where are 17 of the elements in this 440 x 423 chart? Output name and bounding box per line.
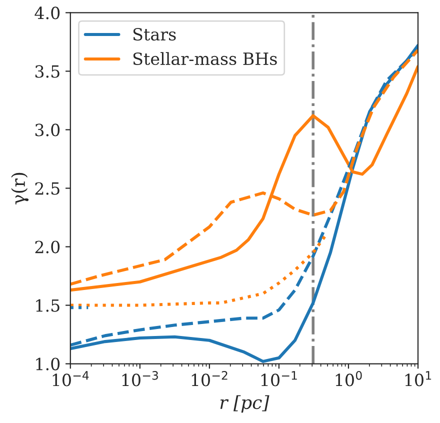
y-tick-label: 3.5 bbox=[35, 65, 60, 78]
y-tick-label: 2.5 bbox=[35, 182, 60, 195]
x-tick-label: 10$^{−1}$ bbox=[261, 371, 297, 386]
legend-label: Stars bbox=[133, 28, 176, 41]
x-axis-title: r [pc] bbox=[220, 395, 270, 413]
x-tick-label: 10$^{−4}$ bbox=[52, 371, 89, 386]
x-tick-label: 10$^{0}$ bbox=[336, 371, 362, 386]
y-tick-label: 3.0 bbox=[35, 124, 60, 136]
x-tick-label: 10$^{1}$ bbox=[405, 371, 432, 386]
y-tick-label: 1.5 bbox=[36, 299, 60, 312]
y-tick-label: 1.0 bbox=[36, 358, 60, 370]
x-tick-label: 10$^{−3}$ bbox=[122, 371, 158, 386]
y-axis-title: γ(r) bbox=[11, 172, 29, 204]
y-tick-label: 4.0 bbox=[34, 6, 60, 20]
x-tick-label: 10$^{−2}$ bbox=[192, 371, 228, 386]
legend-label: Stellar-mass BHs bbox=[133, 52, 277, 66]
y-tick-label: 2.0 bbox=[35, 240, 60, 254]
